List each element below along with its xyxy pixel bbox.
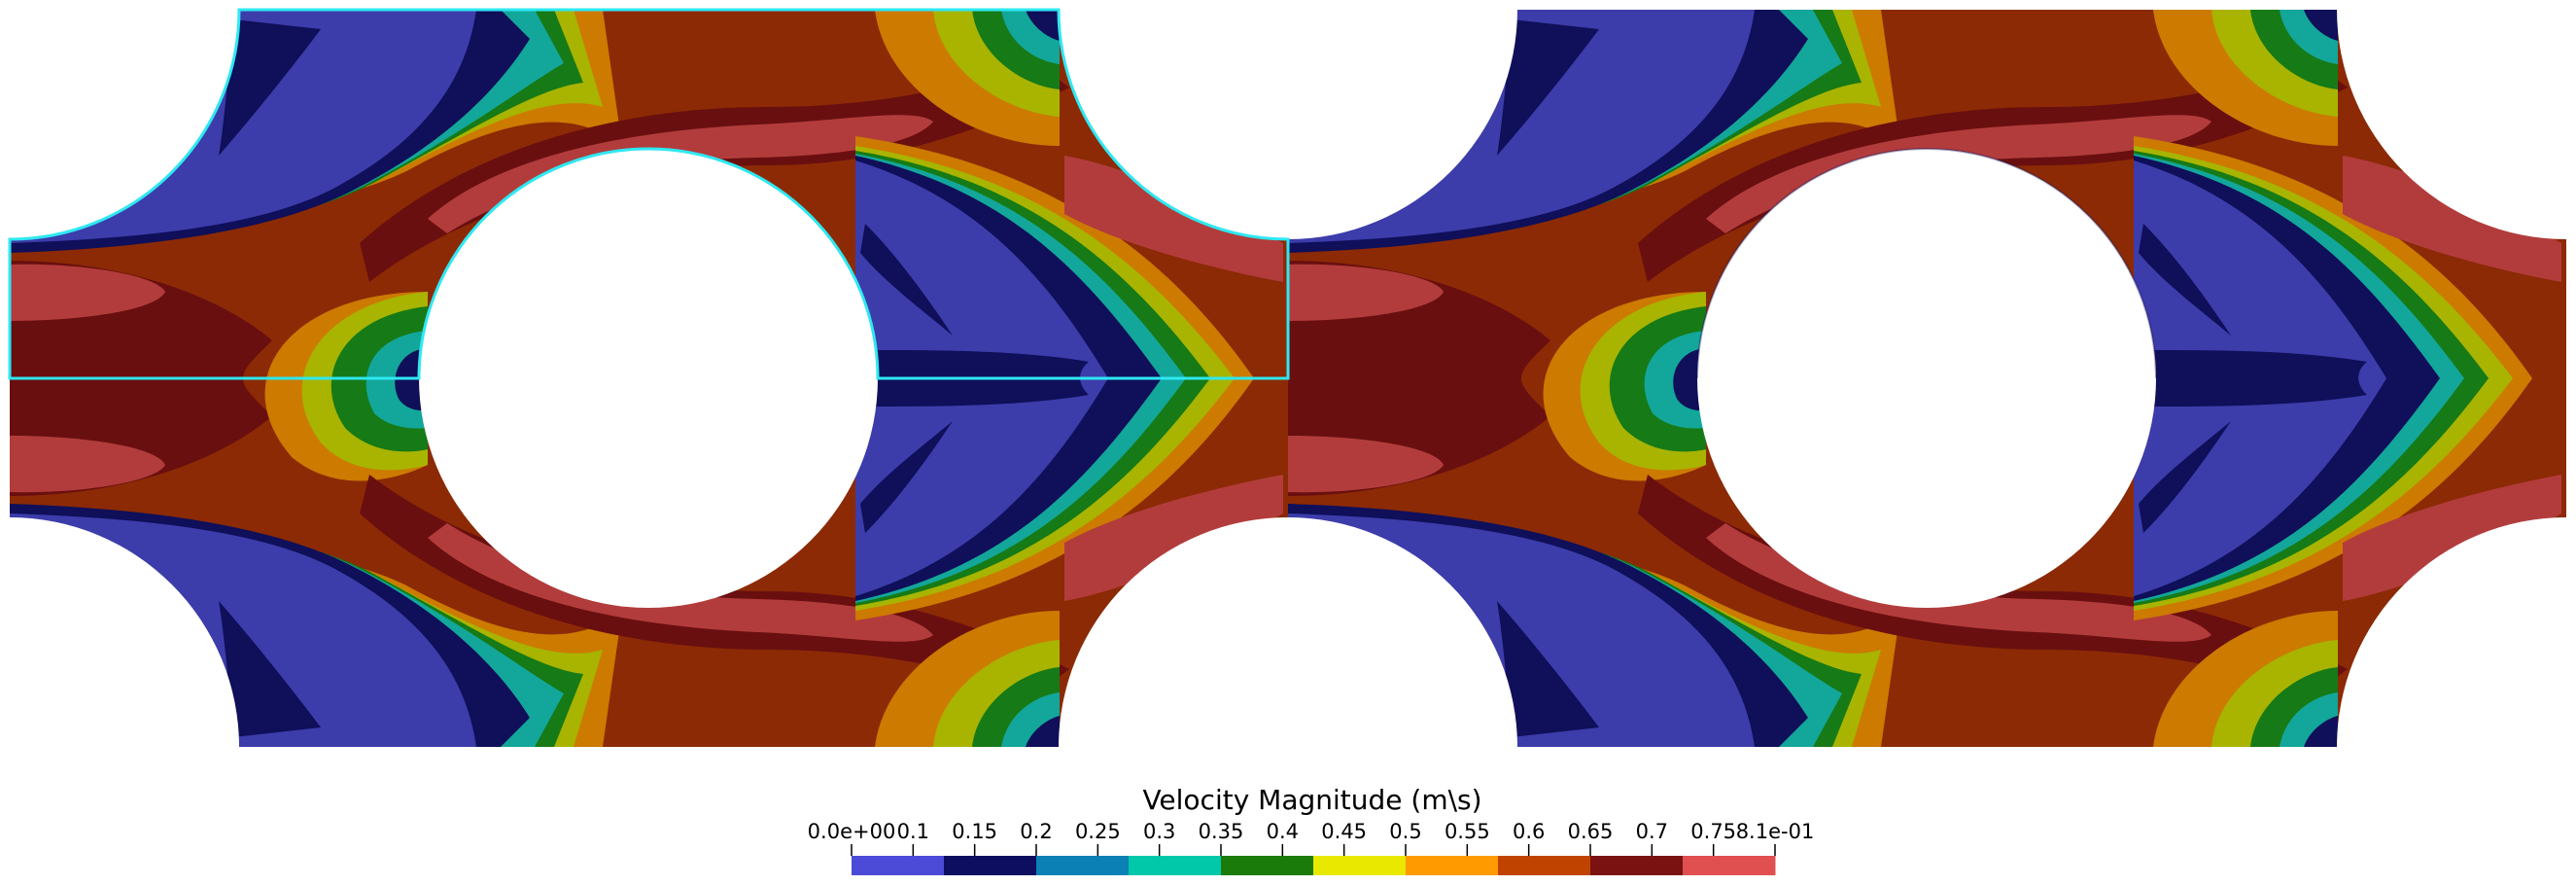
colorbar-tick-label: 0.35: [1199, 820, 1244, 843]
navy-streak-upper-right: [1497, 19, 1599, 156]
domain-outline: [8, 8, 1290, 380]
colorbar-tick-label: 0.0e+00: [808, 820, 896, 843]
salmon-streak-lower-mid-right: [1706, 523, 2211, 642]
colorbar-tick-label: 0.3: [1143, 820, 1175, 843]
navy-streak-wake-upper-cyl1: [860, 224, 953, 336]
colorbar-tick-label: 0.75: [1690, 820, 1736, 843]
colorbar-tick-label: 0.15: [952, 820, 997, 843]
colorbar-tick-label: 0.2: [1020, 820, 1052, 843]
salmon-streak-right-top-cell2: [2343, 156, 2561, 282]
colorbar-bands: [852, 856, 1776, 875]
salmon-streak-right-bot-cell1: [1064, 475, 1283, 601]
navy-tail-wake-cyl2: [2153, 350, 2367, 407]
contour-field: [10, 10, 2566, 747]
band-navy-front-cyl2: [1673, 348, 1706, 411]
colorbar-ticks: 0.0e+00 0.1 0.15 0.2 0.25 0.3 0.35 0.4 0.45 0.5 0.…: [808, 820, 1815, 856]
navy-streak-upper-left: [219, 19, 321, 156]
maroon-streak-lower-mid-right: [1638, 475, 2348, 698]
salmon-streak-mid-inlet-bottom: [1288, 436, 1444, 493]
navy-streak-lower-left: [219, 601, 321, 737]
colorbar-title: Velocity Magnitude (m\s): [1142, 784, 1481, 816]
colorbar-tick-label: 0.25: [1075, 820, 1121, 843]
salmon-streak-lower-mid-left: [428, 523, 933, 642]
colorbar-band: [1406, 856, 1499, 875]
colorbar-band: [1221, 856, 1314, 875]
colorbar-band: [1590, 856, 1684, 875]
cylinder-edge-highlight: [1696, 148, 2157, 379]
colorbar-tick-label: 0.6: [1513, 820, 1545, 843]
colorbar-tick-label: 0.55: [1445, 820, 1490, 843]
salmon-streak-mid-inlet-top: [1288, 264, 1444, 321]
band-navy-arc-top-mid: [1026, 10, 1060, 41]
colorbar-tick-label: 0.7: [1636, 820, 1668, 843]
salmon-streak-right-bot-cell2: [2343, 475, 2561, 601]
colorbar-tick-label: 8.1e-01: [1736, 820, 1815, 843]
colorbar: Velocity Magnitude (m\s) 0.0e+00 0.1 0.15 0…: [808, 784, 1815, 875]
maroon-streak-lower-mid-left: [360, 475, 1069, 698]
band-navy-arc-bot-mid: [1026, 716, 1060, 747]
colorbar-tick-label: 0.45: [1321, 820, 1367, 843]
salmon-streak-upper-mid-right: [1706, 115, 2211, 233]
cell-right: [1288, 10, 2561, 747]
navy-streak-wake-lower-cyl2: [2139, 421, 2231, 533]
colorbar-band: [944, 856, 1037, 875]
colorbar-band: [1683, 856, 1776, 875]
navy-streak-wake-upper-cyl2: [2139, 224, 2231, 336]
navy-streak-lower-right: [1497, 601, 1599, 737]
cell-left: [10, 10, 1283, 747]
colorbar-tick-label: 0.65: [1568, 820, 1614, 843]
salmon-streak-upper-mid-left: [428, 115, 933, 233]
band-navy-arc-top-right: [2304, 10, 2338, 41]
maroon-streak-upper-mid-right: [1638, 58, 2348, 282]
colorbar-band: [1498, 856, 1591, 875]
colorbar-band: [1313, 856, 1407, 875]
colorbar-band: [1036, 856, 1130, 875]
navy-streak-wake-lower-cyl1: [860, 421, 953, 533]
maroon-region-mid-inlet: [1288, 261, 1550, 496]
colorbar-band: [1129, 856, 1222, 875]
salmon-streak-left-inlet-top: [10, 264, 165, 321]
colorbar-tick-label: 0.4: [1267, 820, 1299, 843]
maroon-streak-upper-mid-left: [360, 58, 1069, 282]
salmon-streak-left-inlet-bottom: [10, 436, 165, 493]
band-navy-arc-bot-right: [2304, 716, 2338, 747]
colorbar-band: [852, 856, 945, 875]
salmon-streak-right-top-cell1: [1064, 156, 1283, 282]
colorbar-tick-label: 0.5: [1389, 820, 1421, 843]
colorbar-tick-label: 0.1: [897, 820, 929, 843]
